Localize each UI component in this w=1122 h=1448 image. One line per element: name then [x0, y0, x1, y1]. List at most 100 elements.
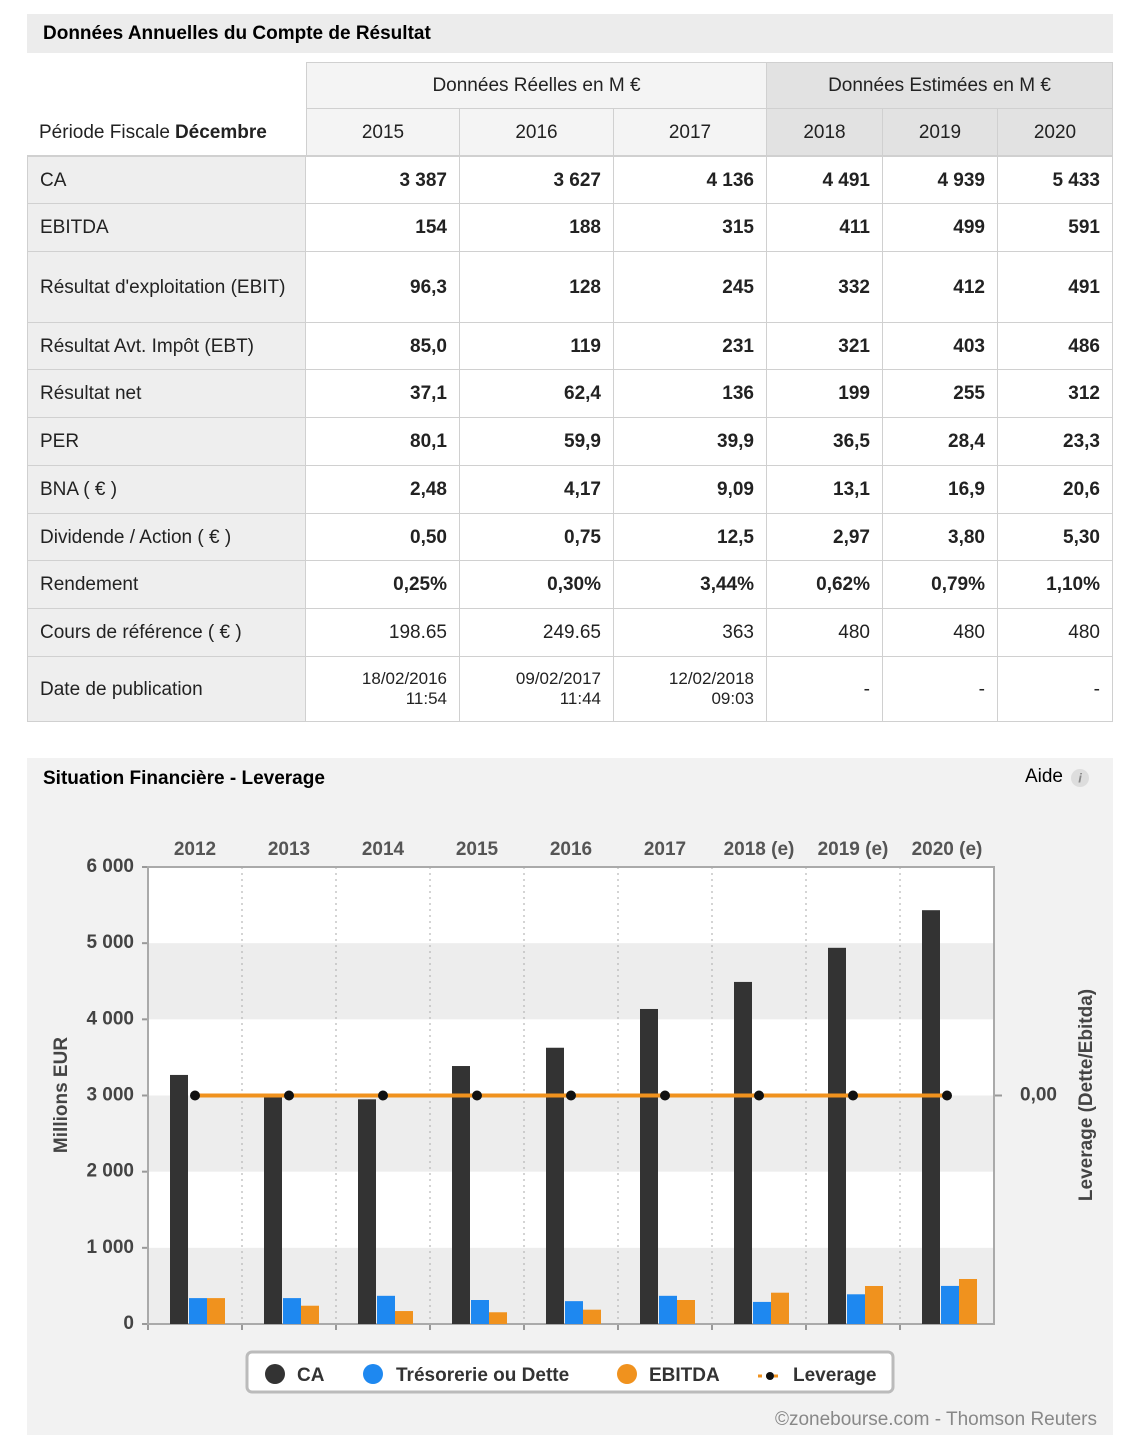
year-header: 2020 — [998, 109, 1113, 156]
year-header: 2018 — [767, 109, 883, 156]
row-label: Résultat Avt. Impôt (EBT) — [27, 323, 306, 370]
bar — [771, 1292, 789, 1324]
bar — [264, 1097, 282, 1324]
bar — [207, 1298, 225, 1324]
cell: 403 — [883, 323, 998, 370]
cell: 491 — [998, 252, 1113, 323]
group-header: Données Réelles en M € — [306, 62, 767, 109]
legend-label: Trésorerie ou Dette — [396, 1365, 569, 1386]
legend-label: EBITDA — [649, 1365, 720, 1386]
cell: 9,09 — [614, 466, 767, 514]
y2-tick-label: 0,00 — [1020, 1085, 1057, 1106]
cell: 412 — [883, 252, 998, 323]
cell: 315 — [614, 204, 767, 252]
period-value: Décembre — [174, 121, 267, 143]
cell: 188 — [460, 204, 614, 252]
cell: - — [998, 657, 1113, 722]
bar — [941, 1285, 959, 1324]
row-label: CA — [27, 156, 306, 204]
bar — [865, 1285, 883, 1324]
bar — [377, 1295, 395, 1324]
cell: 3,44% — [614, 561, 767, 609]
bar — [583, 1309, 601, 1324]
cell: 136 — [614, 370, 767, 418]
legend-label: CA — [297, 1365, 325, 1386]
x-tick-label: 2016 — [550, 839, 592, 860]
cell: 245 — [614, 252, 767, 323]
y-tick-label: 6 000 — [86, 856, 134, 877]
row-label: BNA ( € ) — [27, 466, 306, 514]
x-tick-label: 2020 (e) — [912, 839, 983, 860]
y-axis-label: Millions EUR — [51, 1037, 72, 1153]
bar — [753, 1301, 771, 1324]
y-tick-label: 4 000 — [86, 1008, 134, 1029]
period-header: Période Fiscale Décembre — [27, 109, 306, 156]
source: ©zonebourse.com - Thomson Reuters — [775, 1409, 1097, 1430]
cell: 4,17 — [460, 466, 614, 514]
bar — [828, 947, 846, 1324]
bar — [471, 1300, 489, 1324]
y-tick-label: 0 — [123, 1313, 134, 1334]
cell: 480 — [998, 609, 1113, 657]
x-tick-label: 2017 — [644, 839, 686, 860]
cell: 0,30% — [460, 561, 614, 609]
bar — [489, 1312, 507, 1324]
cell: 4 939 — [883, 156, 998, 204]
leverage-point — [660, 1090, 670, 1101]
cell: 1,10% — [998, 561, 1113, 609]
bar — [659, 1295, 677, 1324]
row-label: Résultat d'exploitation (EBIT) — [27, 252, 306, 323]
cell: 0,75 — [460, 514, 614, 561]
x-tick-label: 2012 — [174, 839, 216, 860]
cell: 36,5 — [767, 418, 883, 466]
cell: 591 — [998, 204, 1113, 252]
y2-axis-label: Leverage (Dette/Ebitda) — [1076, 989, 1097, 1201]
cell: 62,4 — [460, 370, 614, 418]
cell: 0,62% — [767, 561, 883, 609]
cell: 20,6 — [998, 466, 1113, 514]
bar — [170, 1074, 188, 1324]
leverage-point — [566, 1090, 576, 1101]
bar — [734, 981, 752, 1324]
bar — [677, 1300, 695, 1324]
cell: 480 — [767, 609, 883, 657]
bar — [959, 1278, 977, 1324]
leverage-point — [284, 1090, 294, 1101]
leverage-point — [190, 1090, 200, 1101]
y-tick-label: 1 000 — [86, 1237, 134, 1258]
bar — [640, 1008, 658, 1324]
bar — [283, 1298, 301, 1324]
bar — [847, 1294, 865, 1324]
help-icon[interactable] — [1071, 769, 1089, 787]
legend-swatch — [265, 1364, 285, 1384]
bar — [565, 1301, 583, 1324]
cell: 4 491 — [767, 156, 883, 204]
row-label: Rendement — [27, 561, 306, 609]
cell: 3 627 — [460, 156, 614, 204]
cell: 198.65 — [306, 609, 460, 657]
cell: 28,4 — [883, 418, 998, 466]
help-link[interactable]: Aide — [1025, 766, 1063, 787]
cell: 199 — [767, 370, 883, 418]
cell: 12/02/2018 09:03 — [614, 657, 767, 722]
cell: 5 433 — [998, 156, 1113, 204]
bar — [546, 1047, 564, 1324]
cell: 0,50 — [306, 514, 460, 561]
row-label: EBITDA — [27, 204, 306, 252]
cell: 37,1 — [306, 370, 460, 418]
cell: 0,25% — [306, 561, 460, 609]
cell: 312 — [998, 370, 1113, 418]
cell: 128 — [460, 252, 614, 323]
leverage-point — [848, 1090, 858, 1101]
x-tick-label: 2013 — [268, 839, 310, 860]
legend-box — [245, 1350, 895, 1394]
cell: 2,48 — [306, 466, 460, 514]
legend-swatch — [617, 1364, 637, 1384]
period-label: Période Fiscale — [39, 121, 170, 143]
year-header: 2019 — [883, 109, 998, 156]
x-tick-label: 2018 (e) — [724, 839, 795, 860]
leverage-point — [754, 1090, 764, 1101]
cell: 321 — [767, 323, 883, 370]
